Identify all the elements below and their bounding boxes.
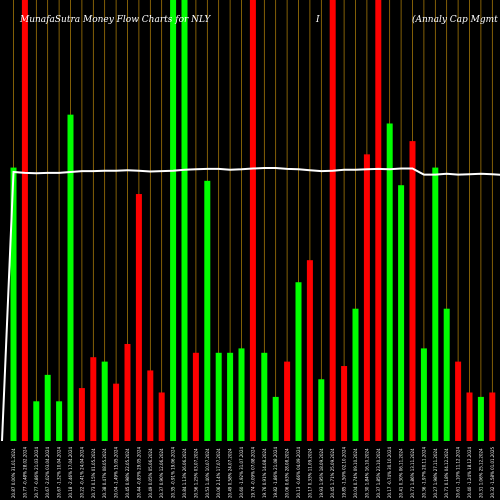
x-tick-label: 20.56 1.25% 03.07.2024 (193, 448, 198, 498)
x-tick-label: 20.60 -1.92% 31.07.2024 (239, 446, 244, 498)
bar-15 (170, 0, 177, 441)
x-tick-label: 19.82 -1.86% 21.08.2024 (273, 446, 278, 498)
x-tick-label: 19.74 -0.09% 07.08.2024 (250, 446, 255, 498)
bar-34 (386, 123, 393, 441)
x-tick-label: 20.36 -1.97% 20.11.2024 (421, 446, 426, 498)
x-tick-label: 20.84 1.13% 26.06.2024 (182, 448, 187, 498)
x-tick-label: 20.71 1.86% 13.11.2024 (410, 448, 415, 498)
x-tick-label: 20.27 1.98% 27.11.2024 (433, 448, 438, 498)
x-tick-label: 20.17 0.33% 11.09.2024 (307, 448, 312, 498)
x-tick-label: 20.30 1.84% 16.10.2024 (364, 448, 369, 498)
chart-header-right: (Annaly Cap Mgmt Inc [NLY (412, 14, 500, 25)
bar-25 (284, 361, 291, 441)
bar-27 (306, 260, 313, 441)
money-flow-line (1, 167, 500, 442)
x-tick-label: 20.49 0.05% 05.06.2024 (148, 448, 153, 498)
x-tick-label: 20.32 -1.58% 01.01.2025 (490, 446, 495, 498)
x-tick-label: 20.73 0.15% 01.05.2024 (91, 448, 96, 498)
bar-1 (10, 167, 17, 441)
bar-20 (227, 352, 234, 441)
bar-42 (477, 396, 484, 441)
x-tick-label: 20.35 -0.91% 19.06.2024 (171, 446, 176, 498)
bar-32 (363, 154, 370, 441)
bar-30 (341, 366, 348, 441)
bar-3 (33, 401, 40, 441)
x-tick-label: 20.06 0.63% 28.08.2024 (285, 448, 290, 498)
bar-4 (44, 374, 51, 441)
x-tick-label: 20.77 -0.48% 28.02.2024 (22, 446, 27, 498)
bar-35 (398, 185, 405, 441)
bar-6 (67, 114, 74, 441)
x-tick-label: 19.85 -1.50% 02.10.2024 (342, 446, 347, 498)
x-tick-label: 20.71 0.18% 04.12.2024 (444, 448, 449, 498)
bar-16 (181, 0, 188, 441)
x-tick-label: 20.13 -0.66% 04.09.2024 (296, 446, 301, 498)
x-tick-label: 20.67 -2.02% 03.04.2024 (45, 446, 50, 498)
x-tick-label: 20.37 0.90% 12.06.2024 (159, 448, 164, 498)
x-tick-label: 20.87 0.00% 31.01.2024 (11, 448, 16, 498)
bar-8 (90, 357, 97, 441)
x-tick-label: 20.49 0.58% 24.07.2024 (228, 448, 233, 498)
bar-17 (192, 352, 199, 441)
bar-5 (56, 401, 63, 441)
bar-21 (238, 348, 245, 441)
x-tick-label: 20.45 1.71% 25.09.2024 (330, 448, 335, 498)
bar-22 (249, 0, 256, 441)
x-tick-label: 20.40 -1.24% 18.12.2024 (467, 446, 472, 498)
bar-38 (432, 167, 439, 441)
x-tick-label: 20.04 0.74% 09.10.2024 (353, 448, 358, 498)
x-tick-label: 20.53 1.40% 10.07.2024 (205, 448, 210, 498)
x-tick-label: 20.17 -0.74% 30.10.2024 (387, 446, 392, 498)
x-tick-label: 19.76 0.91% 14.08.2024 (262, 448, 267, 498)
x-tick-label: 20.18 -2.46% 17.04.2024 (68, 446, 73, 498)
bar-18 (204, 180, 211, 441)
bar-36 (409, 141, 416, 441)
bar-23 (261, 352, 268, 441)
bar-41 (466, 392, 473, 441)
bar-39 (443, 308, 450, 441)
chart-header-middle: I (315, 15, 320, 25)
bar-29 (329, 0, 336, 441)
x-tick-label: 20.77 -0.86% 21.03.2024 (34, 446, 39, 498)
x-tick-label: 20.45 0.98% 22.05.2024 (125, 448, 130, 498)
bar-19 (215, 352, 222, 441)
x-tick-label: 20.06 2.14% 17.07.2024 (216, 448, 221, 498)
x-tick-label: 20.38 0.47% 08.05.2024 (102, 448, 107, 498)
bar-9 (101, 361, 108, 441)
x-tick-label: 20.41 0.30% 06.11.2024 (399, 448, 404, 498)
chart-header-left: MunafaSutra Money Flow Charts for NLY (19, 15, 211, 25)
x-tick-label: 20.22 -0.41% 24.04.2024 (79, 446, 84, 498)
bar-14 (158, 392, 165, 441)
bar-31 (352, 308, 359, 441)
bar-43 (489, 392, 496, 441)
x-tick-label: 20.04 -1.49% 15.05.2024 (114, 446, 119, 498)
x-tick-label: 20.31 1.06% 25.12.2024 (478, 448, 483, 498)
bar-33 (375, 0, 382, 441)
bar-28 (318, 379, 325, 441)
x-tick-labels: 20.87 0.00% 31.01.2024 20.77 -0.48% 28.02… (11, 446, 495, 498)
x-tick-label: 20.44 -0.83% 29.05.2024 (136, 446, 141, 498)
bar-series (10, 0, 496, 441)
bar-2 (21, 0, 28, 441)
x-tick-label: 19.93 1.95% 18.09.2024 (319, 448, 324, 498)
bar-13 (147, 370, 154, 441)
bar-7 (78, 388, 85, 441)
bar-11 (124, 343, 131, 441)
bar-24 (272, 396, 279, 441)
bar-26 (295, 282, 302, 441)
bar-10 (113, 383, 120, 441)
x-tick-label: 20.67 -1.32% 10.04.2024 (57, 446, 62, 498)
bar-37 (420, 348, 427, 441)
bar-12 (135, 194, 142, 441)
x-tick-label: 20.37 1.85% 23.10.2024 (376, 448, 381, 498)
bar-40 (455, 361, 462, 441)
x-tick-label: 20.61 -1.10% 11.12.2024 (456, 446, 461, 498)
